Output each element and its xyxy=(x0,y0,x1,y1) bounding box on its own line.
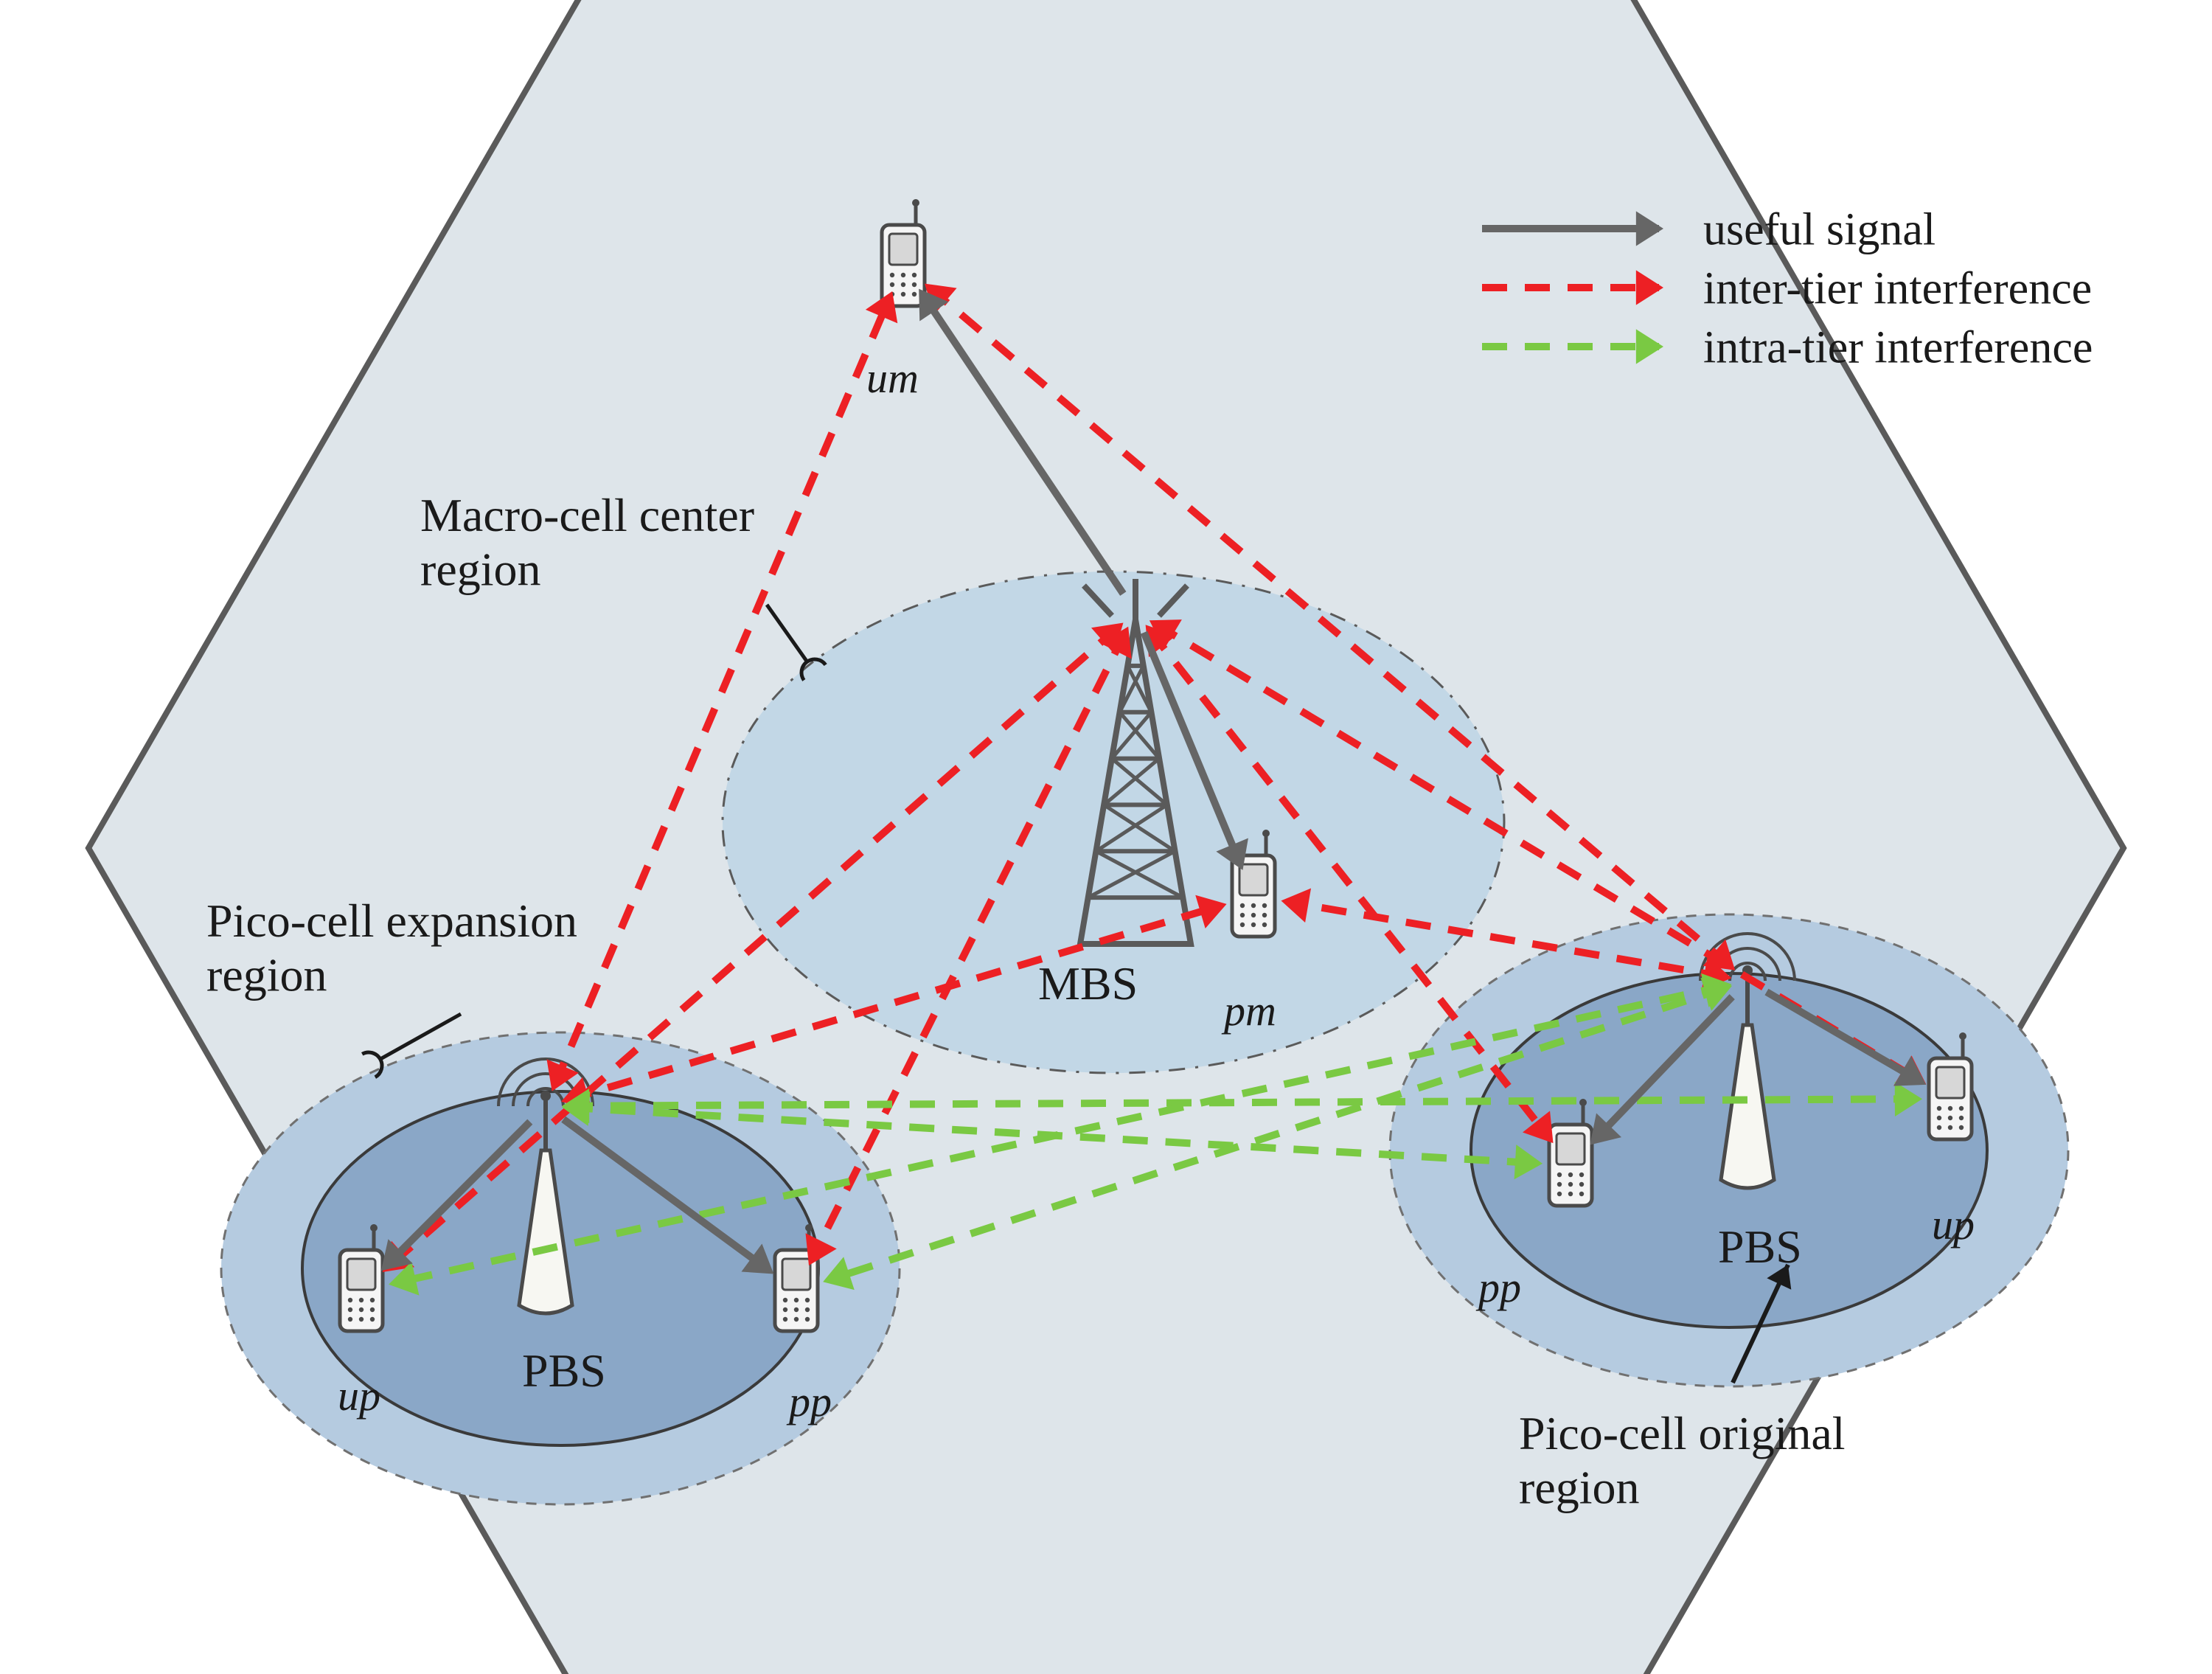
label-right-pp: pp xyxy=(1475,1263,1521,1311)
legend-label-intra: intra-tier interference xyxy=(1703,323,2093,373)
legend-label-inter: inter-tier interference xyxy=(1703,264,2092,314)
label-um: um xyxy=(866,354,919,402)
label-pm: pm xyxy=(1221,987,1276,1035)
label-left-pp: pp xyxy=(786,1378,832,1425)
label-pbs-left: PBS xyxy=(522,1344,606,1397)
label-right-up: up xyxy=(1932,1201,1975,1248)
label-pbs-right: PBS xyxy=(1718,1220,1802,1273)
diagram-canvas: Macro-cell centerregionPico-cell expansi… xyxy=(0,0,2212,1674)
label-left-up: up xyxy=(338,1372,380,1420)
legend-label-useful: useful signal xyxy=(1703,205,1935,255)
label-mbs: MBS xyxy=(1038,957,1138,1010)
